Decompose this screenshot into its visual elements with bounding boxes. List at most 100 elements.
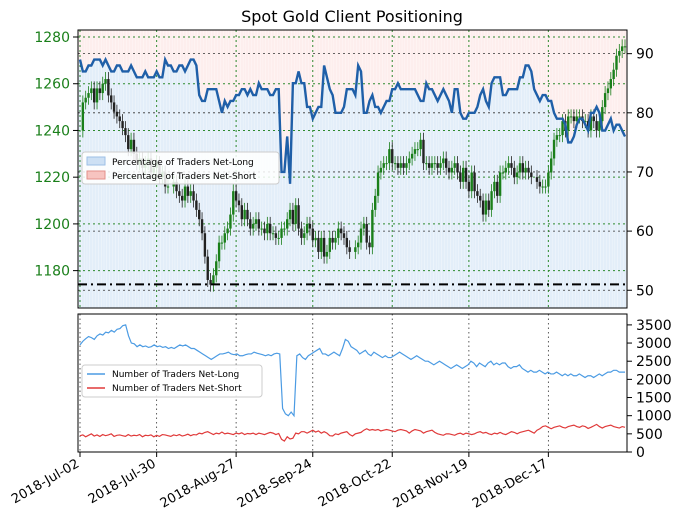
- candle-body: [180, 195, 184, 201]
- candle-body: [232, 191, 235, 215]
- candle-body: [467, 181, 471, 192]
- candle-body: [510, 163, 513, 168]
- net-long-shade-bar: [274, 89, 277, 309]
- net-short-shade-bar: [368, 30, 371, 101]
- candle-body: [422, 139, 425, 164]
- price-tick-label: 1180: [34, 264, 70, 280]
- net-short-shade-bar: [163, 30, 167, 60]
- net-long-shade-bar: [470, 112, 473, 309]
- net-short-shade-bar: [223, 30, 226, 101]
- net-short-shade-bar: [373, 30, 377, 107]
- candle-body: [487, 200, 490, 210]
- candle-body: [104, 79, 107, 84]
- net-long-shade-bar: [160, 77, 164, 308]
- net-short-shade-bar: [328, 30, 331, 90]
- net-long-shade-bar: [121, 71, 124, 308]
- candle-body: [175, 181, 178, 192]
- net-short-shade-bar: [209, 30, 212, 90]
- candle-body: [300, 228, 303, 238]
- net-long-shade-bar: [529, 71, 533, 308]
- net-long-shade-bar: [132, 71, 136, 308]
- net-long-shade-bar: [475, 106, 479, 308]
- net-short-shade-bar: [95, 30, 99, 60]
- net-long-shade-bar: [223, 100, 226, 308]
- net-short-shade-bar: [211, 30, 215, 90]
- net-long-shade-bar: [194, 65, 198, 308]
- candle-body: [107, 79, 110, 96]
- candle-body: [90, 88, 93, 94]
- candle-body: [115, 111, 119, 117]
- net-short-shade-bar: [538, 30, 541, 101]
- candle-body: [430, 163, 434, 168]
- net-short-shade-bar: [317, 30, 320, 107]
- net-short-shade-bar: [436, 30, 439, 101]
- net-short-shade-bar: [177, 30, 181, 66]
- x-tick-label: 2018-Nov-19: [391, 456, 471, 511]
- net-long-shade-bar: [294, 83, 297, 308]
- net-short-shade-bar: [305, 30, 309, 107]
- net-short-shade-bar: [424, 30, 428, 84]
- legend-swatch-net-long-pct: [86, 156, 106, 166]
- net-short-shade-bar: [487, 30, 490, 107]
- net-long-shade-bar: [473, 112, 476, 309]
- candle-body: [322, 237, 326, 257]
- candle-body: [92, 88, 96, 103]
- net-short-shade-bar: [81, 30, 84, 72]
- net-short-shade-bar: [387, 30, 391, 101]
- candle-body: [416, 149, 419, 151]
- net-short-shade-bar: [334, 30, 337, 113]
- candle-body: [447, 167, 451, 173]
- net-long-shade-bar: [385, 100, 388, 308]
- net-short-shade-bar: [484, 30, 488, 101]
- net-short-shade-bar: [407, 30, 411, 90]
- net-long-shade-bar: [507, 89, 510, 309]
- net-short-shade-bar: [294, 30, 297, 84]
- net-long-shade-bar: [598, 112, 601, 309]
- net-long-shade-bar: [141, 77, 144, 308]
- net-long-shade-bar: [569, 142, 573, 308]
- net-long-shade-bar: [387, 100, 391, 308]
- net-long-shade-bar: [521, 77, 524, 308]
- net-long-shade-bar: [504, 95, 507, 308]
- net-long-shade-bar: [203, 100, 207, 308]
- net-short-shade-bar: [458, 30, 462, 113]
- pct-tick-label: 90: [636, 47, 654, 63]
- net-short-shade-bar: [214, 30, 218, 90]
- net-long-shade-bar: [271, 95, 275, 308]
- net-short-shade-bar: [277, 30, 280, 90]
- net-short-shade-bar: [186, 30, 190, 66]
- candle-body: [427, 163, 431, 168]
- net-long-shade-bar: [396, 83, 400, 308]
- net-short-shade-bar: [549, 30, 553, 101]
- x-tick-label: 2018-Oct-22: [316, 456, 394, 510]
- net-long-shade-bar: [419, 100, 422, 308]
- net-long-shade-bar: [586, 130, 590, 308]
- net-long-shade-bar: [603, 130, 607, 308]
- net-short-shade-bar: [405, 30, 408, 90]
- candle-body: [547, 172, 550, 187]
- candle-body: [476, 191, 479, 196]
- net-long-shade-bar: [541, 95, 544, 308]
- net-short-shade-bar: [515, 30, 519, 90]
- net-short-shade-bar: [529, 30, 533, 72]
- net-short-shade-bar: [524, 30, 527, 66]
- candle-body: [308, 223, 312, 229]
- net-long-shade-bar: [609, 118, 612, 308]
- net-long-shade-bar: [433, 95, 436, 308]
- candle-body: [396, 163, 400, 168]
- legend-label-net-short-pct: Percentage of Traders Net-Short: [112, 172, 257, 182]
- net-long-pct-line: [78, 55, 627, 184]
- net-long-shade-bar: [439, 95, 442, 308]
- net-long-shade-bar: [606, 124, 610, 308]
- net-short-shade-bar: [348, 30, 351, 90]
- candle-body: [521, 163, 525, 173]
- candle-body: [271, 233, 275, 235]
- chart-title: Spot Gold Client Positioning: [241, 7, 463, 26]
- net-long-shade-bar: [535, 95, 539, 308]
- net-long-shade-bar: [152, 77, 155, 308]
- net-long-shade-bar: [305, 106, 309, 308]
- candle-body: [118, 116, 121, 122]
- candle-body: [209, 279, 212, 285]
- candle-body: [555, 135, 559, 140]
- net-long-shade-bar: [217, 100, 221, 308]
